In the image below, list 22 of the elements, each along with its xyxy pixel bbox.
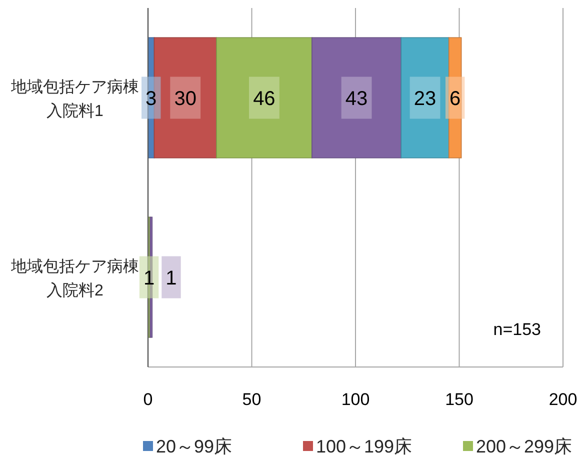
- data-label: 1: [166, 267, 177, 290]
- x-tick-label: 200: [548, 390, 578, 409]
- legend-label: 20～99床: [156, 436, 232, 456]
- y-tick-label: 地域包括ケア病棟入院料1: [10, 78, 139, 120]
- legend-label: 100～199床: [316, 436, 412, 456]
- x-tick-label: 50: [242, 390, 262, 409]
- data-label: 46: [253, 88, 276, 110]
- data-label: 6: [450, 88, 461, 110]
- y-tick-label: 地域包括ケア病棟入院料2: [10, 257, 139, 300]
- bar: [312, 37, 402, 158]
- data-label: 1: [143, 267, 155, 290]
- data-label: 3: [146, 88, 157, 110]
- legend-label: 200～299床: [476, 436, 572, 456]
- x-tick-label: 150: [445, 390, 474, 409]
- x-tick-label: 0: [143, 390, 153, 409]
- bar: [216, 37, 312, 158]
- annotation: n=153: [493, 320, 541, 339]
- bar: [400, 37, 450, 158]
- data-label: 30: [174, 88, 196, 110]
- x-tick-label: 100: [341, 390, 370, 409]
- data-label: 23: [414, 88, 436, 110]
- data-label: 43: [345, 88, 368, 110]
